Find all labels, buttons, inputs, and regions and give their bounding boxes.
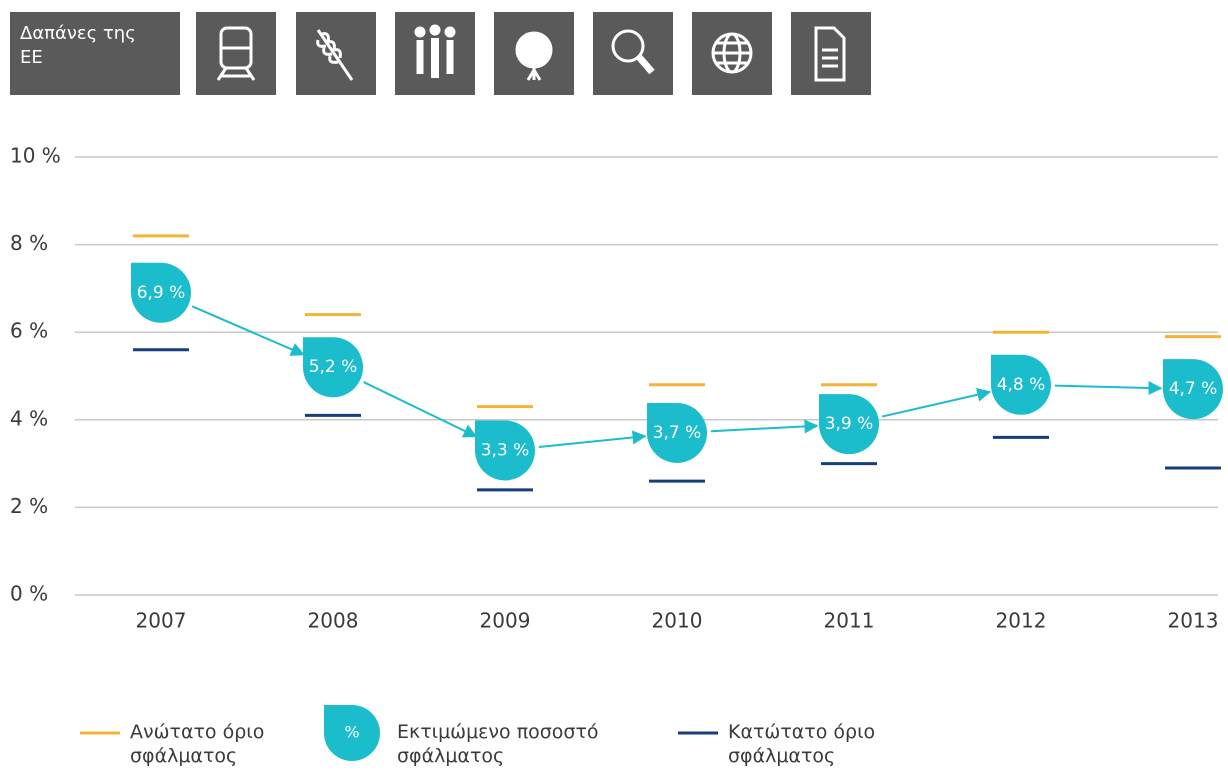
legend-label: Εκτιμώμενο ποσοστό σφάλματος: [397, 721, 599, 767]
x-tick-label: 2013: [1168, 609, 1219, 633]
nav-agriculture[interactable]: [296, 12, 376, 95]
y-tick-label: 8 %: [10, 231, 48, 255]
nav-title: Δαπάνες της ΕΕ: [20, 23, 136, 68]
y-tick-label: 10 %: [10, 144, 61, 168]
legend-label: Κατώτατο όριο σφάλματος: [728, 721, 876, 767]
nav-document[interactable]: [791, 12, 871, 95]
legend-marker-label: %: [344, 723, 359, 742]
arrow: [191, 305, 305, 356]
x-tick-label: 2008: [308, 609, 359, 633]
y-tick-label: 4 %: [10, 406, 48, 430]
value-label: 5,2 %: [309, 357, 358, 377]
arrow: [710, 419, 819, 434]
estimate-marker: [475, 420, 535, 481]
estimate-marker: [819, 394, 879, 455]
arrow: [363, 381, 478, 438]
value-label: 3,9 %: [825, 414, 874, 434]
estimate-marker: [131, 262, 191, 323]
legend-swatch: [324, 705, 380, 761]
x-tick-label: 2012: [996, 609, 1047, 633]
value-label: 6,9 %: [137, 283, 186, 303]
value-label: 4,8 %: [997, 375, 1046, 395]
x-tick-label: 2010: [652, 609, 703, 633]
nav-research[interactable]: [593, 12, 673, 95]
x-tick-label: 2009: [480, 609, 531, 633]
value-label: 3,7 %: [653, 423, 702, 443]
arrow: [881, 387, 992, 418]
y-tick-label: 6 %: [10, 319, 48, 343]
estimate-marker: [303, 337, 363, 398]
x-tick-label: 2011: [824, 609, 875, 633]
x-tick-label: 2007: [136, 609, 187, 633]
nav-transport[interactable]: [196, 12, 276, 95]
arrow: [1054, 381, 1163, 396]
arrow: [538, 430, 647, 449]
estimate-marker: [647, 402, 707, 463]
value-label: 4,7 %: [1169, 379, 1218, 399]
nav-title-box: [10, 12, 180, 95]
y-tick-label: 0 %: [10, 582, 48, 606]
y-tick-label: 2 %: [10, 494, 48, 518]
icon-glyphs: [216, 24, 846, 82]
estimate-marker: [991, 354, 1051, 415]
legend-label: Ανώτατο όριο σφάλματος: [130, 721, 265, 767]
value-label: 3,3 %: [481, 440, 530, 460]
estimate-marker: [1163, 359, 1223, 420]
